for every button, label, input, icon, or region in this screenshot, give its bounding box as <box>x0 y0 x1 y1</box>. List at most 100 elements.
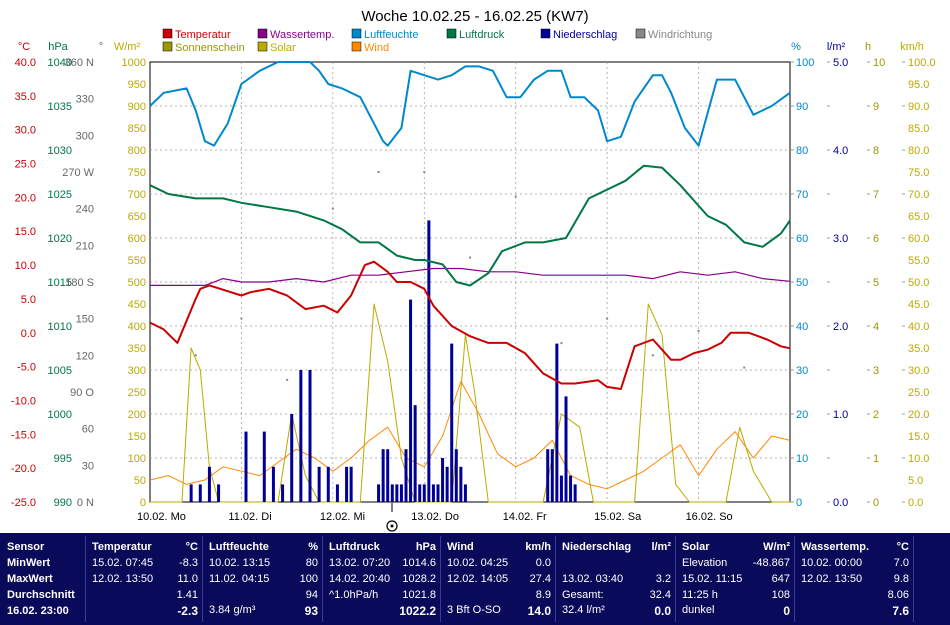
wind-tick: 15.0 <box>908 431 929 443</box>
dir-tick: 30 <box>82 460 94 472</box>
wind-unit: km/h <box>525 541 551 553</box>
stats-panel-wassertemp: Wassertemp. °C 10.02. 00:00 7.0 12.02. 13:… <box>797 536 914 622</box>
wind-tick: 25.0 <box>908 387 929 399</box>
windrichtung-point <box>743 366 746 369</box>
legend-label: Wind <box>364 42 389 54</box>
legend-label: Luftfeuchte <box>364 29 418 41</box>
niederschlag-bar <box>349 466 353 502</box>
series-line-luftdruck <box>149 164 791 287</box>
niederschlag-series <box>189 220 577 502</box>
series-line-luftfeuchte <box>149 61 791 147</box>
dir-tick: 240 <box>76 204 94 216</box>
solar-tick: 600 <box>128 233 146 245</box>
temperatur-max: 11.0 <box>177 573 198 585</box>
niederschlag-bar <box>386 449 390 502</box>
rain-tick: 1.0 <box>833 409 848 421</box>
wind-tick: 5.0 <box>908 475 923 487</box>
wind-tick: 20.0 <box>908 409 929 421</box>
wind-tick: 100.0 <box>908 57 936 69</box>
temp-tick: 5.0 <box>21 294 36 306</box>
wassertemp-max-time: 12.02. 13:50 <box>801 573 863 585</box>
niederschlag-bar <box>377 484 381 502</box>
grid <box>150 62 790 502</box>
chart-title: Woche 10.02.25 - 16.02.25 (KW7) <box>361 8 588 25</box>
niederschlag-bar <box>555 343 559 502</box>
niederschlag-bar <box>409 299 413 502</box>
temp-tick: -25.0 <box>11 497 36 509</box>
humidity-tick: 60 <box>796 233 808 245</box>
wind-header: Wind <box>447 541 474 553</box>
niederschlag-bar <box>317 466 321 502</box>
pressure-tick: 1005 <box>48 365 72 377</box>
temp-tick: -20.0 <box>11 463 36 475</box>
sun-tick: 2 <box>873 409 879 421</box>
solar-elevation-label: Elevation <box>682 557 728 569</box>
niederschlag-max-time: 13.02. 03:40 <box>562 573 624 585</box>
dir-tick: 60 <box>82 424 94 436</box>
luftfeuchte-current: 93 <box>304 604 318 618</box>
temp-tick: -5.0 <box>17 362 36 374</box>
temperatur-avg: 1.41 <box>176 589 198 601</box>
x-tick-label: 16.02. So <box>686 511 733 523</box>
rain-unit-label: l/m² <box>827 41 846 53</box>
stats-panel-wind: Wind km/h 10.02. 04:25 0.0 12.02. 14:05 27.… <box>443 536 556 622</box>
wind-tick: 70.0 <box>908 189 929 201</box>
solar-max: 647 <box>771 573 790 585</box>
series-layer <box>149 61 791 503</box>
niederschlag-bar <box>189 484 193 502</box>
solar-tick: 800 <box>128 145 146 157</box>
humidity-tick: 50 <box>796 277 808 289</box>
solar-tick: 300 <box>128 365 146 377</box>
niederschlag-bar <box>450 343 454 502</box>
windrichtung-point <box>514 195 517 198</box>
solar-tick: 650 <box>128 211 146 223</box>
right-axes: 10090807060504030201005.04.03.02.01.00.0… <box>791 57 936 509</box>
temp-unit-label: °C <box>18 41 30 53</box>
niederschlag-bar <box>390 484 394 502</box>
luftdruck-current: 1022.2 <box>399 604 436 618</box>
wind-min: 0.0 <box>535 557 551 569</box>
solar-sun-time: 11:25 h <box>682 589 718 601</box>
dir-tick: 0 N <box>77 497 94 509</box>
legend-swatch <box>351 41 362 52</box>
luftfeuchte-unit: % <box>308 541 318 553</box>
sun-tick: 10 <box>873 57 885 69</box>
solar-tick: 250 <box>128 387 146 399</box>
windrichtung-point <box>286 378 289 381</box>
luftdruck-min: 1014.6 <box>402 557 436 569</box>
wind-tick: 65.0 <box>908 211 929 223</box>
niederschlag-bar <box>207 466 211 502</box>
niederschlag-bar <box>262 431 266 502</box>
time-slider[interactable] <box>386 503 398 532</box>
niederschlag-bar <box>404 449 408 502</box>
windrichtung-point <box>651 354 654 357</box>
solar-state: dunkel <box>682 604 715 616</box>
niederschlag-header: Niederschlag <box>562 541 632 553</box>
wassertemp-unit: °C <box>896 541 909 553</box>
solar-max-time: 15.02. 11:15 <box>682 573 743 585</box>
dir-tick: 300 <box>76 130 94 142</box>
niederschlag-bar <box>559 475 563 502</box>
temperatur-unit: °C <box>185 541 198 553</box>
niederschlag-bar <box>395 484 399 502</box>
legend-label: Windrichtung <box>648 29 712 41</box>
niederschlag-bar <box>326 466 330 502</box>
niederschlag-bar <box>281 484 285 502</box>
weather-chart: Woche 10.02.25 - 16.02.25 (KW7) Temperat… <box>11 8 936 532</box>
wind-tick: 45.0 <box>908 299 929 311</box>
niederschlag-bar <box>198 484 202 502</box>
windrichtung-point <box>423 171 426 173</box>
axis-units: °C hPa ° W/m²% l/m² h km/h <box>18 41 924 53</box>
x-tick-label: 15.02. Sa <box>594 511 642 523</box>
luftfeuchte-max-time: 11.02. 04:15 <box>209 573 270 585</box>
humidity-unit-label: % <box>791 41 801 53</box>
humidity-tick: 0 <box>796 497 802 509</box>
x-tick-label: 11.02. Di <box>228 511 271 523</box>
solar-elevation: -48.867 <box>752 557 790 569</box>
niederschlag-bar <box>550 449 554 502</box>
windrichtung-series <box>149 171 791 381</box>
temp-tick: 40.0 <box>15 57 36 69</box>
niederschlag-bar <box>217 484 221 502</box>
wind-max: 27.4 <box>529 573 551 585</box>
humidity-tick: 100 <box>796 57 814 69</box>
